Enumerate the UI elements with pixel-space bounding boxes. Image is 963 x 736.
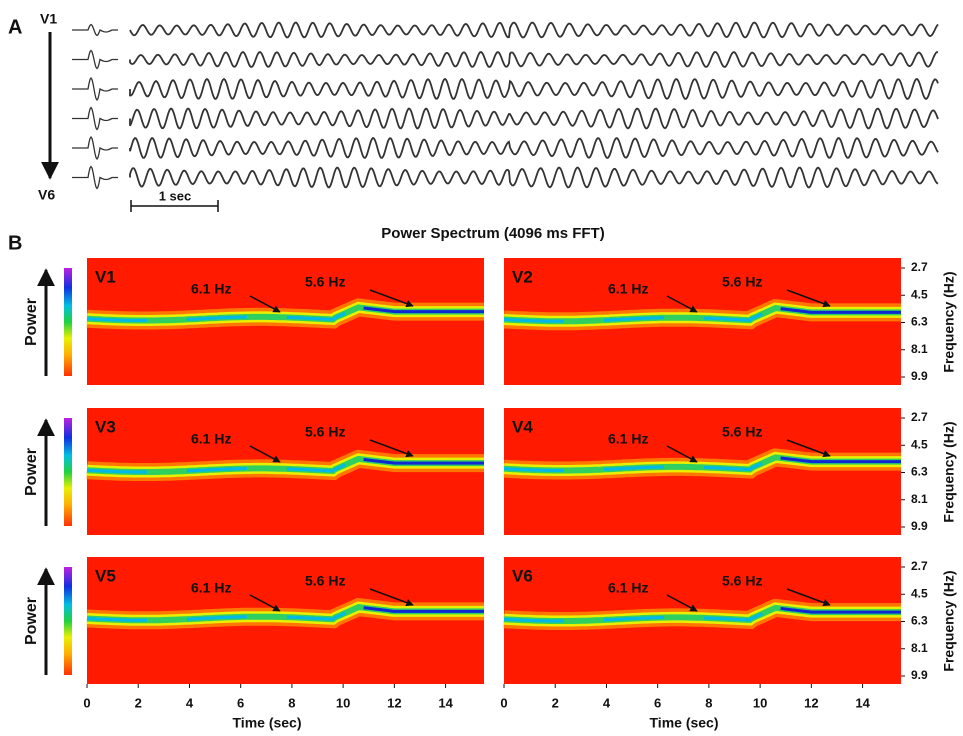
ecg-trace bbox=[129, 77, 939, 100]
annotation-arrow bbox=[249, 594, 281, 612]
annotation-arrow bbox=[369, 439, 414, 458]
x-tick-label: 10 bbox=[336, 695, 350, 710]
scale-bar bbox=[130, 200, 219, 212]
x-tick-label: 10 bbox=[753, 695, 767, 710]
power-label: Power bbox=[23, 298, 40, 346]
x-tick-label: 0 bbox=[83, 695, 90, 710]
y-tick-label: 4.5 bbox=[911, 437, 928, 451]
ecg-complex bbox=[72, 135, 118, 161]
annotation: 5.6 Hz bbox=[722, 274, 762, 290]
x-tick-label: 14 bbox=[855, 695, 870, 710]
power-colorbar bbox=[64, 567, 72, 675]
y-tick-label: 8.1 bbox=[911, 342, 928, 356]
spectral-peak bbox=[780, 307, 901, 314]
y-tick-label: 6.3 bbox=[911, 465, 928, 479]
annotation: 6.1 Hz bbox=[608, 431, 648, 447]
ecg-complex bbox=[72, 106, 118, 131]
annotation: 5.6 Hz bbox=[305, 274, 345, 290]
annotation: 6.1 Hz bbox=[191, 281, 231, 297]
y-tick-label: 8.1 bbox=[911, 641, 928, 655]
lead-label: V2 bbox=[512, 267, 533, 286]
power-colorbar bbox=[64, 268, 72, 376]
annotation-arrow bbox=[786, 588, 831, 607]
x-axis-label: Time (sec) bbox=[650, 715, 719, 731]
y-tick-label: 8.1 bbox=[911, 492, 928, 506]
lead-label: V1 bbox=[40, 11, 57, 27]
ecg-complex bbox=[72, 23, 118, 37]
power-colorbar bbox=[64, 418, 72, 526]
annotation: 5.6 Hz bbox=[722, 424, 762, 440]
x-tick-label: 6 bbox=[654, 695, 661, 710]
spectral-peak bbox=[780, 607, 901, 614]
lead-label: V4 bbox=[512, 417, 533, 436]
x-tick-label: 2 bbox=[135, 695, 142, 710]
annotation: 6.1 Hz bbox=[608, 281, 648, 297]
scale-label: 1 sec bbox=[159, 188, 192, 203]
ecg-complex bbox=[72, 49, 118, 70]
lead-label: V6 bbox=[512, 566, 533, 585]
annotation-arrow bbox=[786, 289, 831, 308]
annotation-arrow bbox=[369, 588, 414, 607]
ecg-trace bbox=[129, 136, 939, 159]
x-tick-label: 2 bbox=[552, 695, 559, 710]
annotation-arrow bbox=[786, 439, 831, 458]
figure-title: Power Spectrum (4096 ms FFT) bbox=[381, 225, 604, 242]
annotation-arrow bbox=[249, 295, 281, 313]
ecg-trace bbox=[129, 21, 939, 39]
y-tick-label: 9.9 bbox=[911, 369, 928, 383]
spectral-peak bbox=[780, 456, 901, 464]
power-label: Power bbox=[23, 448, 40, 496]
ecg-trace bbox=[129, 166, 939, 189]
annotation-arrow bbox=[249, 445, 281, 463]
y-tick-label: 2.7 bbox=[911, 559, 928, 573]
y-tick-label: 6.3 bbox=[911, 614, 928, 628]
y-tick-label: 4.5 bbox=[911, 287, 928, 301]
lead-label: V6 bbox=[38, 187, 55, 203]
y-tick-label: 2.7 bbox=[911, 260, 928, 274]
annotation: 5.6 Hz bbox=[305, 573, 345, 589]
panel-label: A bbox=[8, 16, 22, 38]
power-label: Power bbox=[23, 597, 40, 645]
ecg-trace bbox=[129, 107, 939, 130]
annotation-arrow bbox=[666, 594, 698, 612]
y-tick-label: 6.3 bbox=[911, 315, 928, 329]
lead-label: V3 bbox=[95, 417, 116, 436]
annotation: 5.6 Hz bbox=[722, 573, 762, 589]
annotation-arrow bbox=[666, 295, 698, 313]
ecg-trace bbox=[129, 50, 939, 68]
ecg-traces bbox=[72, 21, 939, 190]
frequency-label: Frequency (Hz) bbox=[941, 421, 957, 522]
x-tick-label: 12 bbox=[387, 695, 401, 710]
panel-label: B bbox=[8, 232, 22, 254]
y-tick-label: 2.7 bbox=[911, 410, 928, 424]
annotation-arrow bbox=[666, 445, 698, 463]
ecg-complex bbox=[72, 165, 118, 190]
y-tick-label: 9.9 bbox=[911, 668, 928, 682]
ecg-complex bbox=[72, 76, 118, 102]
annotation-arrow bbox=[369, 289, 414, 308]
y-tick-label: 4.5 bbox=[911, 586, 928, 600]
x-tick-label: 8 bbox=[705, 695, 712, 710]
x-axis-label: Time (sec) bbox=[233, 715, 302, 731]
frequency-label: Frequency (Hz) bbox=[941, 271, 957, 372]
x-tick-label: 0 bbox=[500, 695, 507, 710]
annotation: 5.6 Hz bbox=[305, 424, 345, 440]
x-tick-label: 14 bbox=[438, 695, 453, 710]
spectral-peak bbox=[363, 458, 484, 465]
x-tick-label: 6 bbox=[237, 695, 244, 710]
annotation: 6.1 Hz bbox=[191, 580, 231, 596]
annotation: 6.1 Hz bbox=[191, 431, 231, 447]
x-tick-label: 8 bbox=[288, 695, 295, 710]
lead-label: V1 bbox=[95, 267, 116, 286]
x-tick-label: 12 bbox=[804, 695, 818, 710]
spectral-peak bbox=[363, 306, 484, 314]
x-tick-label: 4 bbox=[603, 695, 611, 710]
frequency-label: Frequency (Hz) bbox=[941, 570, 957, 671]
spectral-peak bbox=[363, 606, 484, 613]
annotation: 6.1 Hz bbox=[608, 580, 648, 596]
x-tick-label: 4 bbox=[186, 695, 194, 710]
lead-label: V5 bbox=[95, 566, 116, 585]
y-tick-label: 9.9 bbox=[911, 519, 928, 533]
